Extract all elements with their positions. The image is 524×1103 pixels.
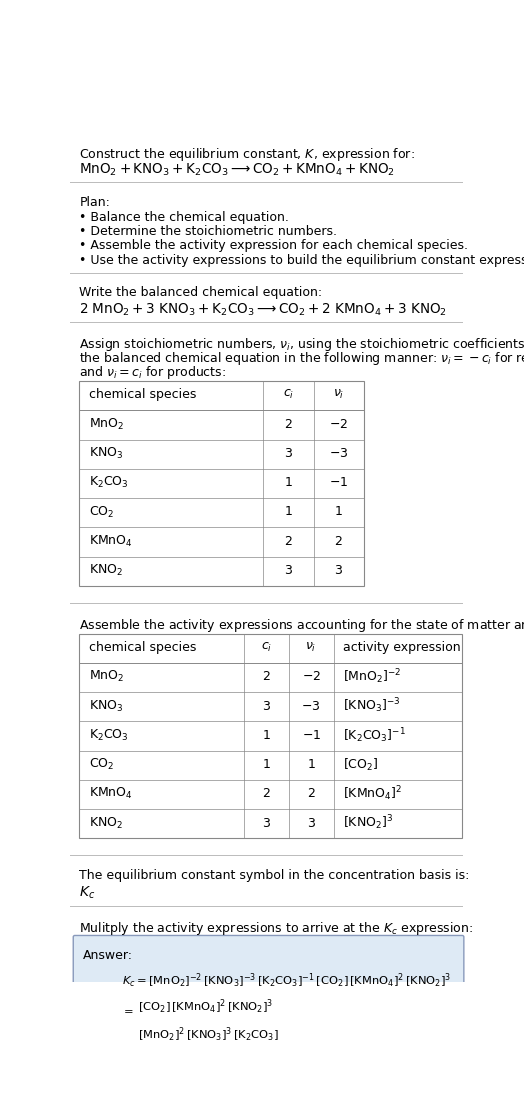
Text: $-2$: $-2$ [329, 418, 348, 430]
Text: $1$: $1$ [307, 758, 315, 771]
Text: $-3$: $-3$ [301, 699, 321, 713]
Text: $\mathrm{CO_2}$: $\mathrm{CO_2}$ [89, 757, 114, 772]
Text: 2: 2 [263, 671, 270, 683]
Text: $\mathrm{KMnO_4}$: $\mathrm{KMnO_4}$ [89, 786, 133, 802]
Text: $\mathrm{MnO_2 + KNO_3 + K_2CO_3 \longrightarrow CO_2 + KMnO_4 + KNO_2}$: $\mathrm{MnO_2 + KNO_3 + K_2CO_3 \longri… [80, 162, 396, 178]
Text: Assign stoichiometric numbers, $\nu_i$, using the stoichiometric coefficients, $: Assign stoichiometric numbers, $\nu_i$, … [80, 335, 524, 353]
Text: the balanced chemical equation in the following manner: $\nu_i = -c_i$ for react: the balanced chemical equation in the fo… [80, 350, 524, 367]
Text: 2: 2 [263, 788, 270, 801]
Text: Plan:: Plan: [80, 195, 111, 208]
Text: $\nu_i$: $\nu_i$ [305, 641, 317, 654]
Text: Write the balanced chemical equation:: Write the balanced chemical equation: [80, 287, 323, 299]
Text: and $\nu_i = c_i$ for products:: and $\nu_i = c_i$ for products: [80, 364, 226, 382]
Text: 2: 2 [285, 418, 292, 430]
Text: $[\mathrm{K_2CO_3}]^{-1}$: $[\mathrm{K_2CO_3}]^{-1}$ [343, 726, 406, 745]
Text: $[\mathrm{KMnO_4}]^2$: $[\mathrm{KMnO_4}]^2$ [343, 784, 402, 803]
Text: $\mathrm{KNO_2}$: $\mathrm{KNO_2}$ [89, 563, 123, 578]
Text: $-1$: $-1$ [302, 729, 321, 742]
Text: $K_c = [\mathrm{MnO_2}]^{-2}\,[\mathrm{KNO_3}]^{-3}\,[\mathrm{K_2CO_3}]^{-1}\,[\: $K_c = [\mathrm{MnO_2}]^{-2}\,[\mathrm{K… [122, 972, 451, 990]
Text: $\mathrm{K_2CO_3}$: $\mathrm{K_2CO_3}$ [89, 728, 128, 742]
Bar [80, 381, 364, 586]
Text: $\mathrm{CO_2}$: $\mathrm{CO_2}$ [89, 504, 114, 520]
Text: $\mathrm{2\ MnO_2 + 3\ KNO_3 + K_2CO_3 \longrightarrow CO_2 + 2\ KMnO_4 + 3\ KNO: $\mathrm{2\ MnO_2 + 3\ KNO_3 + K_2CO_3 \… [80, 302, 447, 318]
Text: $2$: $2$ [334, 535, 343, 548]
Text: $\mathrm{KNO_2}$: $\mathrm{KNO_2}$ [89, 815, 123, 831]
Text: • Determine the stoichiometric numbers.: • Determine the stoichiometric numbers. [80, 225, 337, 238]
Text: $c_i$: $c_i$ [260, 641, 272, 654]
Text: $=$: $=$ [121, 1005, 133, 1015]
Text: $[\mathrm{KNO_2}]^3$: $[\mathrm{KNO_2}]^3$ [343, 814, 393, 833]
Text: $2$: $2$ [307, 788, 315, 801]
Text: $-2$: $-2$ [302, 671, 321, 683]
Text: 3: 3 [285, 564, 292, 577]
FancyBboxPatch shape [73, 935, 464, 1058]
Text: $[\mathrm{MnO_2}]^{-2}$: $[\mathrm{MnO_2}]^{-2}$ [343, 667, 401, 686]
Text: $[\mathrm{MnO_2}]^2\,[\mathrm{KNO_3}]^3\,[\mathrm{K_2CO_3}]$: $[\mathrm{MnO_2}]^2\,[\mathrm{KNO_3}]^3\… [138, 1026, 279, 1043]
Text: $[\mathrm{CO_2}]$: $[\mathrm{CO_2}]$ [343, 757, 378, 772]
Text: $1$: $1$ [334, 505, 343, 518]
Text: 3: 3 [263, 699, 270, 713]
Text: • Use the activity expressions to build the equilibrium constant expression.: • Use the activity expressions to build … [80, 254, 524, 267]
Text: $[\mathrm{CO_2}]\,[\mathrm{KMnO_4}]^2\,[\mathrm{KNO_2}]^3$: $[\mathrm{CO_2}]\,[\mathrm{KMnO_4}]^2\,[… [138, 998, 273, 1016]
Text: $-1$: $-1$ [329, 476, 348, 490]
Text: $3$: $3$ [334, 564, 343, 577]
Text: 3: 3 [285, 447, 292, 460]
Text: activity expression: activity expression [343, 641, 461, 654]
Text: 1: 1 [285, 505, 292, 518]
Text: $\mathrm{KNO_3}$: $\mathrm{KNO_3}$ [89, 446, 123, 461]
Text: Construct the equilibrium constant, $K$, expression for:: Construct the equilibrium constant, $K$,… [80, 147, 416, 163]
Text: Assemble the activity expressions accounting for the state of matter and $\nu_i$: Assemble the activity expressions accoun… [80, 617, 524, 634]
Text: $K_c$: $K_c$ [80, 885, 95, 901]
Text: $\mathrm{MnO_2}$: $\mathrm{MnO_2}$ [89, 417, 124, 431]
Text: 3: 3 [263, 816, 270, 829]
Text: 1: 1 [285, 476, 292, 490]
Text: $\mathrm{MnO_2}$: $\mathrm{MnO_2}$ [89, 670, 124, 684]
Text: • Balance the chemical equation.: • Balance the chemical equation. [80, 211, 289, 224]
Text: $\mathrm{K_2CO_3}$: $\mathrm{K_2CO_3}$ [89, 475, 128, 490]
Text: 1: 1 [263, 758, 270, 771]
Text: $[\mathrm{KNO_3}]^{-3}$: $[\mathrm{KNO_3}]^{-3}$ [343, 697, 400, 716]
Text: $-3$: $-3$ [329, 447, 348, 460]
Text: The equilibrium constant symbol in the concentration basis is:: The equilibrium constant symbol in the c… [80, 869, 470, 882]
Text: chemical species: chemical species [89, 388, 196, 401]
Text: Mulitply the activity expressions to arrive at the $K_c$ expression:: Mulitply the activity expressions to arr… [80, 920, 474, 938]
Text: $\mathrm{KMnO_4}$: $\mathrm{KMnO_4}$ [89, 534, 133, 549]
Text: $\nu_i$: $\nu_i$ [333, 388, 344, 401]
Text: Answer:: Answer: [83, 949, 133, 962]
Text: chemical species: chemical species [89, 641, 196, 654]
Text: $c_i$: $c_i$ [282, 388, 294, 401]
Text: $\mathrm{KNO_3}$: $\mathrm{KNO_3}$ [89, 698, 123, 714]
Bar [80, 633, 462, 838]
Text: $3$: $3$ [307, 816, 315, 829]
Text: • Assemble the activity expression for each chemical species.: • Assemble the activity expression for e… [80, 239, 468, 253]
Text: 2: 2 [285, 535, 292, 548]
Text: 1: 1 [263, 729, 270, 742]
